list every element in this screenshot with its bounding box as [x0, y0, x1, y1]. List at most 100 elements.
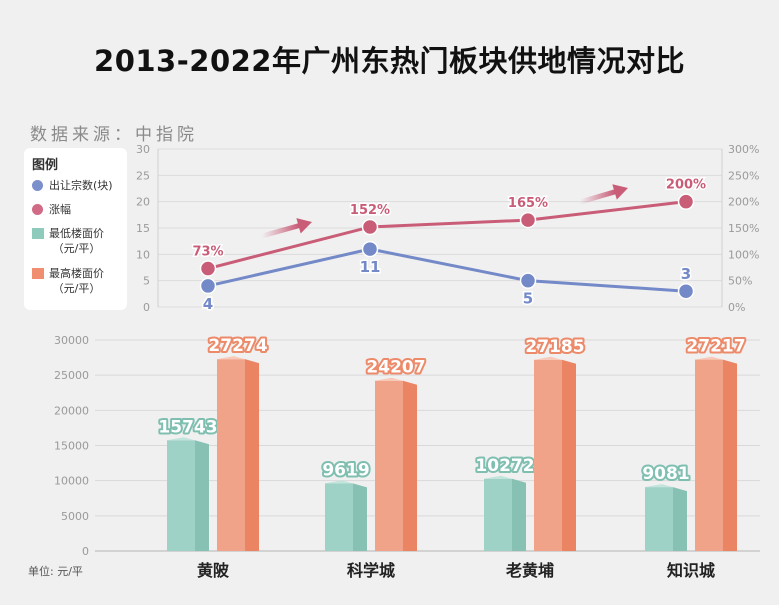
line-chart-right-axis: 0% 50% 100% 150% 200% 250% 300% — [721, 143, 759, 314]
min-price-bar-top — [167, 437, 209, 445]
bar-data-label: 24207 — [366, 358, 425, 378]
trend-arrow-shaft — [259, 223, 302, 239]
max-price-bar: 27185 — [523, 335, 587, 551]
min-price-bar-top — [645, 484, 687, 492]
max-price-bar-top — [695, 356, 737, 364]
growth-point — [677, 193, 695, 210]
right-axis-tick: 100% — [728, 248, 759, 261]
min-price-bar-side — [195, 440, 209, 551]
min-price-bar-side — [353, 483, 367, 551]
bar-chart-series: 15743 27274 9619 24207 10272 27185 9081 27217 — [156, 334, 748, 551]
right-axis-tick: 50% — [728, 275, 752, 288]
count-data-label: 11 — [360, 258, 381, 276]
max-price-bar-front — [695, 359, 723, 551]
max-price-bar-front — [375, 380, 403, 551]
min-price-bar-front — [484, 478, 512, 551]
max-price-bar-side — [562, 359, 576, 551]
legend: 图例 出让宗数(块) 涨幅 最低楼面价 （元/平） 最高楼面价 （元/平） — [24, 148, 127, 310]
count-point — [519, 272, 537, 289]
legend-label-max-price: 最高楼面价 （元/平） — [49, 267, 104, 295]
growth-point — [361, 218, 379, 236]
growth-data-label: 73% — [192, 245, 223, 260]
count-point — [361, 240, 379, 258]
max-price-bar-top — [217, 356, 259, 364]
line-chart-left-axis: 0 5 10 15 20 25 30 — [136, 143, 159, 314]
line-chart-grid — [158, 148, 722, 308]
legend-label-growth: 涨幅 — [49, 203, 71, 216]
legend-swatch-count — [32, 180, 43, 191]
max-price-bar-top — [534, 356, 576, 364]
data-source: 数据来源：中指院 — [30, 125, 198, 145]
max-price-bar-front — [217, 359, 245, 551]
category-label: 黄陂 — [197, 561, 230, 580]
min-price-bar-side — [512, 478, 526, 551]
min-price-bar: 15743 — [156, 415, 220, 551]
bar-data-label: 27217 — [686, 337, 745, 357]
bar-data-label: 15743 — [158, 417, 217, 437]
right-axis-tick: 200% — [728, 196, 759, 209]
right-axis-tick: 150% — [728, 222, 759, 235]
min-price-bar-top — [484, 475, 526, 483]
count-point — [677, 282, 695, 300]
bar-axis-tick: 10000 — [54, 475, 89, 488]
bar-data-label: 10272 — [475, 456, 534, 476]
count-data-label: 3 — [681, 265, 691, 283]
bar-data-label: 27274 — [208, 336, 267, 356]
max-price-bar-side — [245, 359, 259, 551]
category-label: 老黄埔 — [505, 561, 554, 580]
legend-label-min-price: 最低楼面价 （元/平） — [49, 227, 104, 255]
bar-data-label: 9081 — [642, 464, 689, 484]
left-axis-tick: 15 — [136, 222, 150, 235]
max-price-bar: 27217 — [684, 335, 748, 551]
bar-axis-tick: 5000 — [61, 510, 89, 523]
growth-data-label: 200% — [666, 178, 706, 193]
right-axis-tick: 300% — [728, 143, 759, 156]
bar-axis-tick: 15000 — [54, 440, 89, 453]
min-price-bar-top — [325, 480, 367, 488]
left-axis-tick: 0 — [143, 301, 150, 314]
legend-label-count: 出让宗数(块) — [49, 179, 113, 192]
max-price-bar: 24207 — [364, 356, 428, 551]
max-price-bar-side — [723, 359, 737, 551]
trend-arrow-shaft — [577, 189, 618, 205]
category-label: 知识城 — [667, 561, 715, 580]
growth-data-label: 165% — [508, 196, 548, 211]
trend-arrow-head — [296, 218, 312, 234]
min-price-bar-front — [325, 483, 353, 551]
min-price-bar: 9619 — [320, 458, 372, 551]
trend-arrow-head — [612, 184, 628, 200]
bar-axis-tick: 0 — [82, 545, 89, 558]
max-price-bar-front — [534, 359, 562, 551]
legend-swatch-growth — [32, 204, 43, 215]
count-data-label: 5 — [523, 290, 533, 308]
max-price-bar: 27274 — [206, 334, 270, 551]
left-axis-tick: 20 — [136, 196, 150, 209]
min-price-bar-front — [167, 440, 195, 551]
bar-chart-categories: 黄陂 科学城 老黄埔 知识城 — [197, 561, 715, 580]
trend-arrows — [259, 184, 628, 239]
max-price-bar-side — [403, 380, 417, 551]
page-title: 2013-2022年广州东热门板块供地情况对比 — [94, 44, 685, 78]
left-axis-tick: 30 — [136, 143, 150, 156]
growth-data-label: 152% — [350, 203, 390, 218]
min-price-bar-front — [645, 487, 673, 551]
min-price-bar: 9081 — [640, 462, 692, 551]
left-axis-tick: 10 — [136, 248, 150, 261]
left-axis-tick: 25 — [136, 169, 150, 182]
bar-axis-tick: 30000 — [54, 334, 89, 347]
right-axis-tick: 0% — [728, 301, 745, 314]
right-axis-tick: 250% — [728, 169, 759, 182]
growth-point — [519, 211, 537, 229]
category-label: 科学城 — [347, 561, 395, 580]
count-data-label: 4 — [203, 295, 213, 313]
bar-data-label: 27185 — [525, 337, 584, 357]
left-axis-tick: 5 — [143, 275, 150, 288]
legend-swatch-max-price — [32, 268, 44, 279]
bar-axis-tick: 20000 — [54, 404, 89, 417]
line-chart-series: 4 11 5 3 73% 152% 165% 200% — [191, 176, 708, 314]
legend-swatch-min-price — [32, 228, 44, 239]
max-price-bar-top — [375, 377, 417, 385]
count-series-line — [207, 247, 687, 293]
min-price-bar: 10272 — [473, 454, 537, 551]
